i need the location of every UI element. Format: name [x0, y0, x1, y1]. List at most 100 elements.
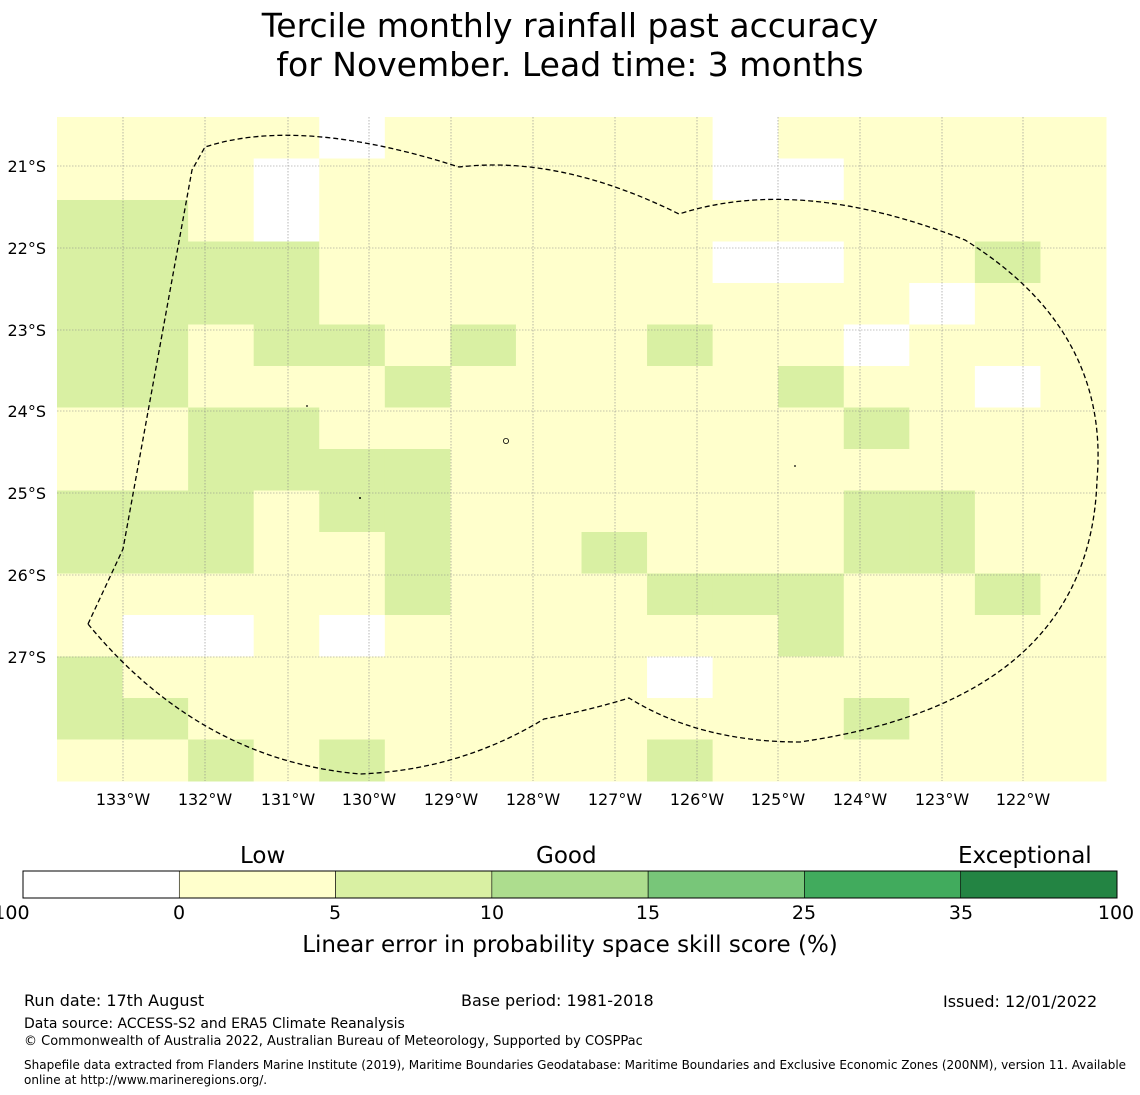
grid-cell — [843, 158, 910, 201]
grid-cell — [974, 532, 1041, 574]
grid-cell — [57, 366, 124, 408]
colorbar-tick: 35 — [948, 902, 974, 924]
grid-cell — [647, 158, 714, 201]
grid-cell — [712, 407, 779, 450]
grid-cell — [319, 158, 386, 201]
run-date: Run date: 17th August — [24, 991, 205, 1010]
grid-cell — [974, 407, 1041, 450]
grid-cell — [384, 407, 451, 450]
grid-cell — [647, 366, 714, 408]
grid-cell — [319, 283, 386, 325]
grid-cell — [384, 698, 451, 740]
grid-cell — [319, 407, 386, 450]
issued-date: Issued: 12/01/2022 — [943, 992, 1098, 1011]
grid-cell — [188, 615, 255, 657]
grid-cell — [974, 490, 1041, 533]
grid-cell — [253, 615, 320, 657]
grid-cell — [57, 200, 124, 242]
grid-cell — [647, 200, 714, 242]
grid-cell — [515, 739, 582, 782]
grid-cell — [122, 158, 189, 201]
grid-cell — [384, 449, 451, 491]
grid-cell — [909, 698, 976, 740]
grid-cell — [1040, 490, 1107, 533]
grid-cell — [778, 158, 845, 201]
grid-cell — [515, 324, 582, 367]
grid-cell — [843, 283, 910, 325]
skill-grid — [57, 117, 1107, 782]
grid-cell — [778, 449, 845, 491]
grid-cell — [515, 656, 582, 699]
grid-cell — [450, 739, 517, 782]
grid-cell — [712, 532, 779, 574]
grid-cell — [843, 490, 910, 533]
grid-cell — [450, 241, 517, 284]
grid-cell — [712, 366, 779, 408]
data-source: Data source: ACCESS-S2 and ERA5 Climate … — [24, 1016, 405, 1032]
grid-cell — [843, 449, 910, 491]
grid-cell — [843, 532, 910, 574]
grid-cell — [450, 117, 517, 159]
grid-cell — [647, 532, 714, 574]
grid-cell — [515, 532, 582, 574]
grid-cell — [188, 324, 255, 367]
grid-cell — [647, 698, 714, 740]
grid-cell — [319, 532, 386, 574]
grid-cell — [57, 698, 124, 740]
grid-cell — [778, 241, 845, 284]
grid-cell — [778, 532, 845, 574]
grid-cell — [319, 366, 386, 408]
grid-cell — [843, 615, 910, 657]
grid-cell — [188, 366, 255, 408]
colorbar-label: Linear error in probability space skill … — [302, 932, 838, 958]
grid-cell — [57, 573, 124, 616]
longitude-label: 127°W — [588, 790, 643, 809]
grid-cell — [909, 200, 976, 242]
grid-cell — [253, 117, 320, 159]
grid-cell — [778, 283, 845, 325]
grid-cell — [188, 698, 255, 740]
longitude-label: 123°W — [915, 790, 970, 809]
grid-cell — [384, 241, 451, 284]
grid-cell — [384, 158, 451, 201]
grid-cell — [712, 573, 779, 616]
grid-cell — [57, 158, 124, 201]
colorbar-segment — [491, 870, 649, 899]
grid-cell — [778, 698, 845, 740]
grid-cell — [581, 366, 648, 408]
grid-cell — [188, 490, 255, 533]
grid-cell — [1040, 324, 1107, 367]
grid-cell — [909, 158, 976, 201]
copyright: © Commonwealth of Australia 2022, Austra… — [24, 1034, 643, 1049]
grid-cell — [188, 656, 255, 699]
grid-cell — [122, 573, 189, 616]
grid-cell — [909, 490, 976, 533]
colorbar-segment — [804, 870, 962, 899]
grid-cell — [843, 117, 910, 159]
grid-cell — [778, 490, 845, 533]
grid-cell — [647, 490, 714, 533]
grid-cell — [515, 449, 582, 491]
longitude-labels: 133°W 132°W 131°W 130°W 129°W 128°W 127°W 126°W… — [96, 790, 1051, 809]
grid-cell — [450, 532, 517, 574]
grid-cell — [974, 656, 1041, 699]
grid-cell — [712, 283, 779, 325]
grid-cell — [1040, 407, 1107, 450]
grid-cell — [515, 283, 582, 325]
grid-cell — [974, 739, 1041, 782]
grid-cell — [581, 241, 648, 284]
grid-cell — [647, 615, 714, 657]
grid-cell — [909, 656, 976, 699]
grid-cell — [909, 366, 976, 408]
grid-cell — [122, 366, 189, 408]
colorbar-tick: 5 — [328, 902, 342, 924]
grid-cell — [450, 698, 517, 740]
grid-cell — [57, 283, 124, 325]
latitude-label: 23°S — [7, 321, 46, 340]
colorbar — [22, 870, 1118, 899]
colorbar-segment — [960, 870, 1118, 899]
grid-cell — [712, 490, 779, 533]
grid-cell — [843, 324, 910, 367]
grid-cell — [384, 283, 451, 325]
grid-cell — [581, 407, 648, 450]
